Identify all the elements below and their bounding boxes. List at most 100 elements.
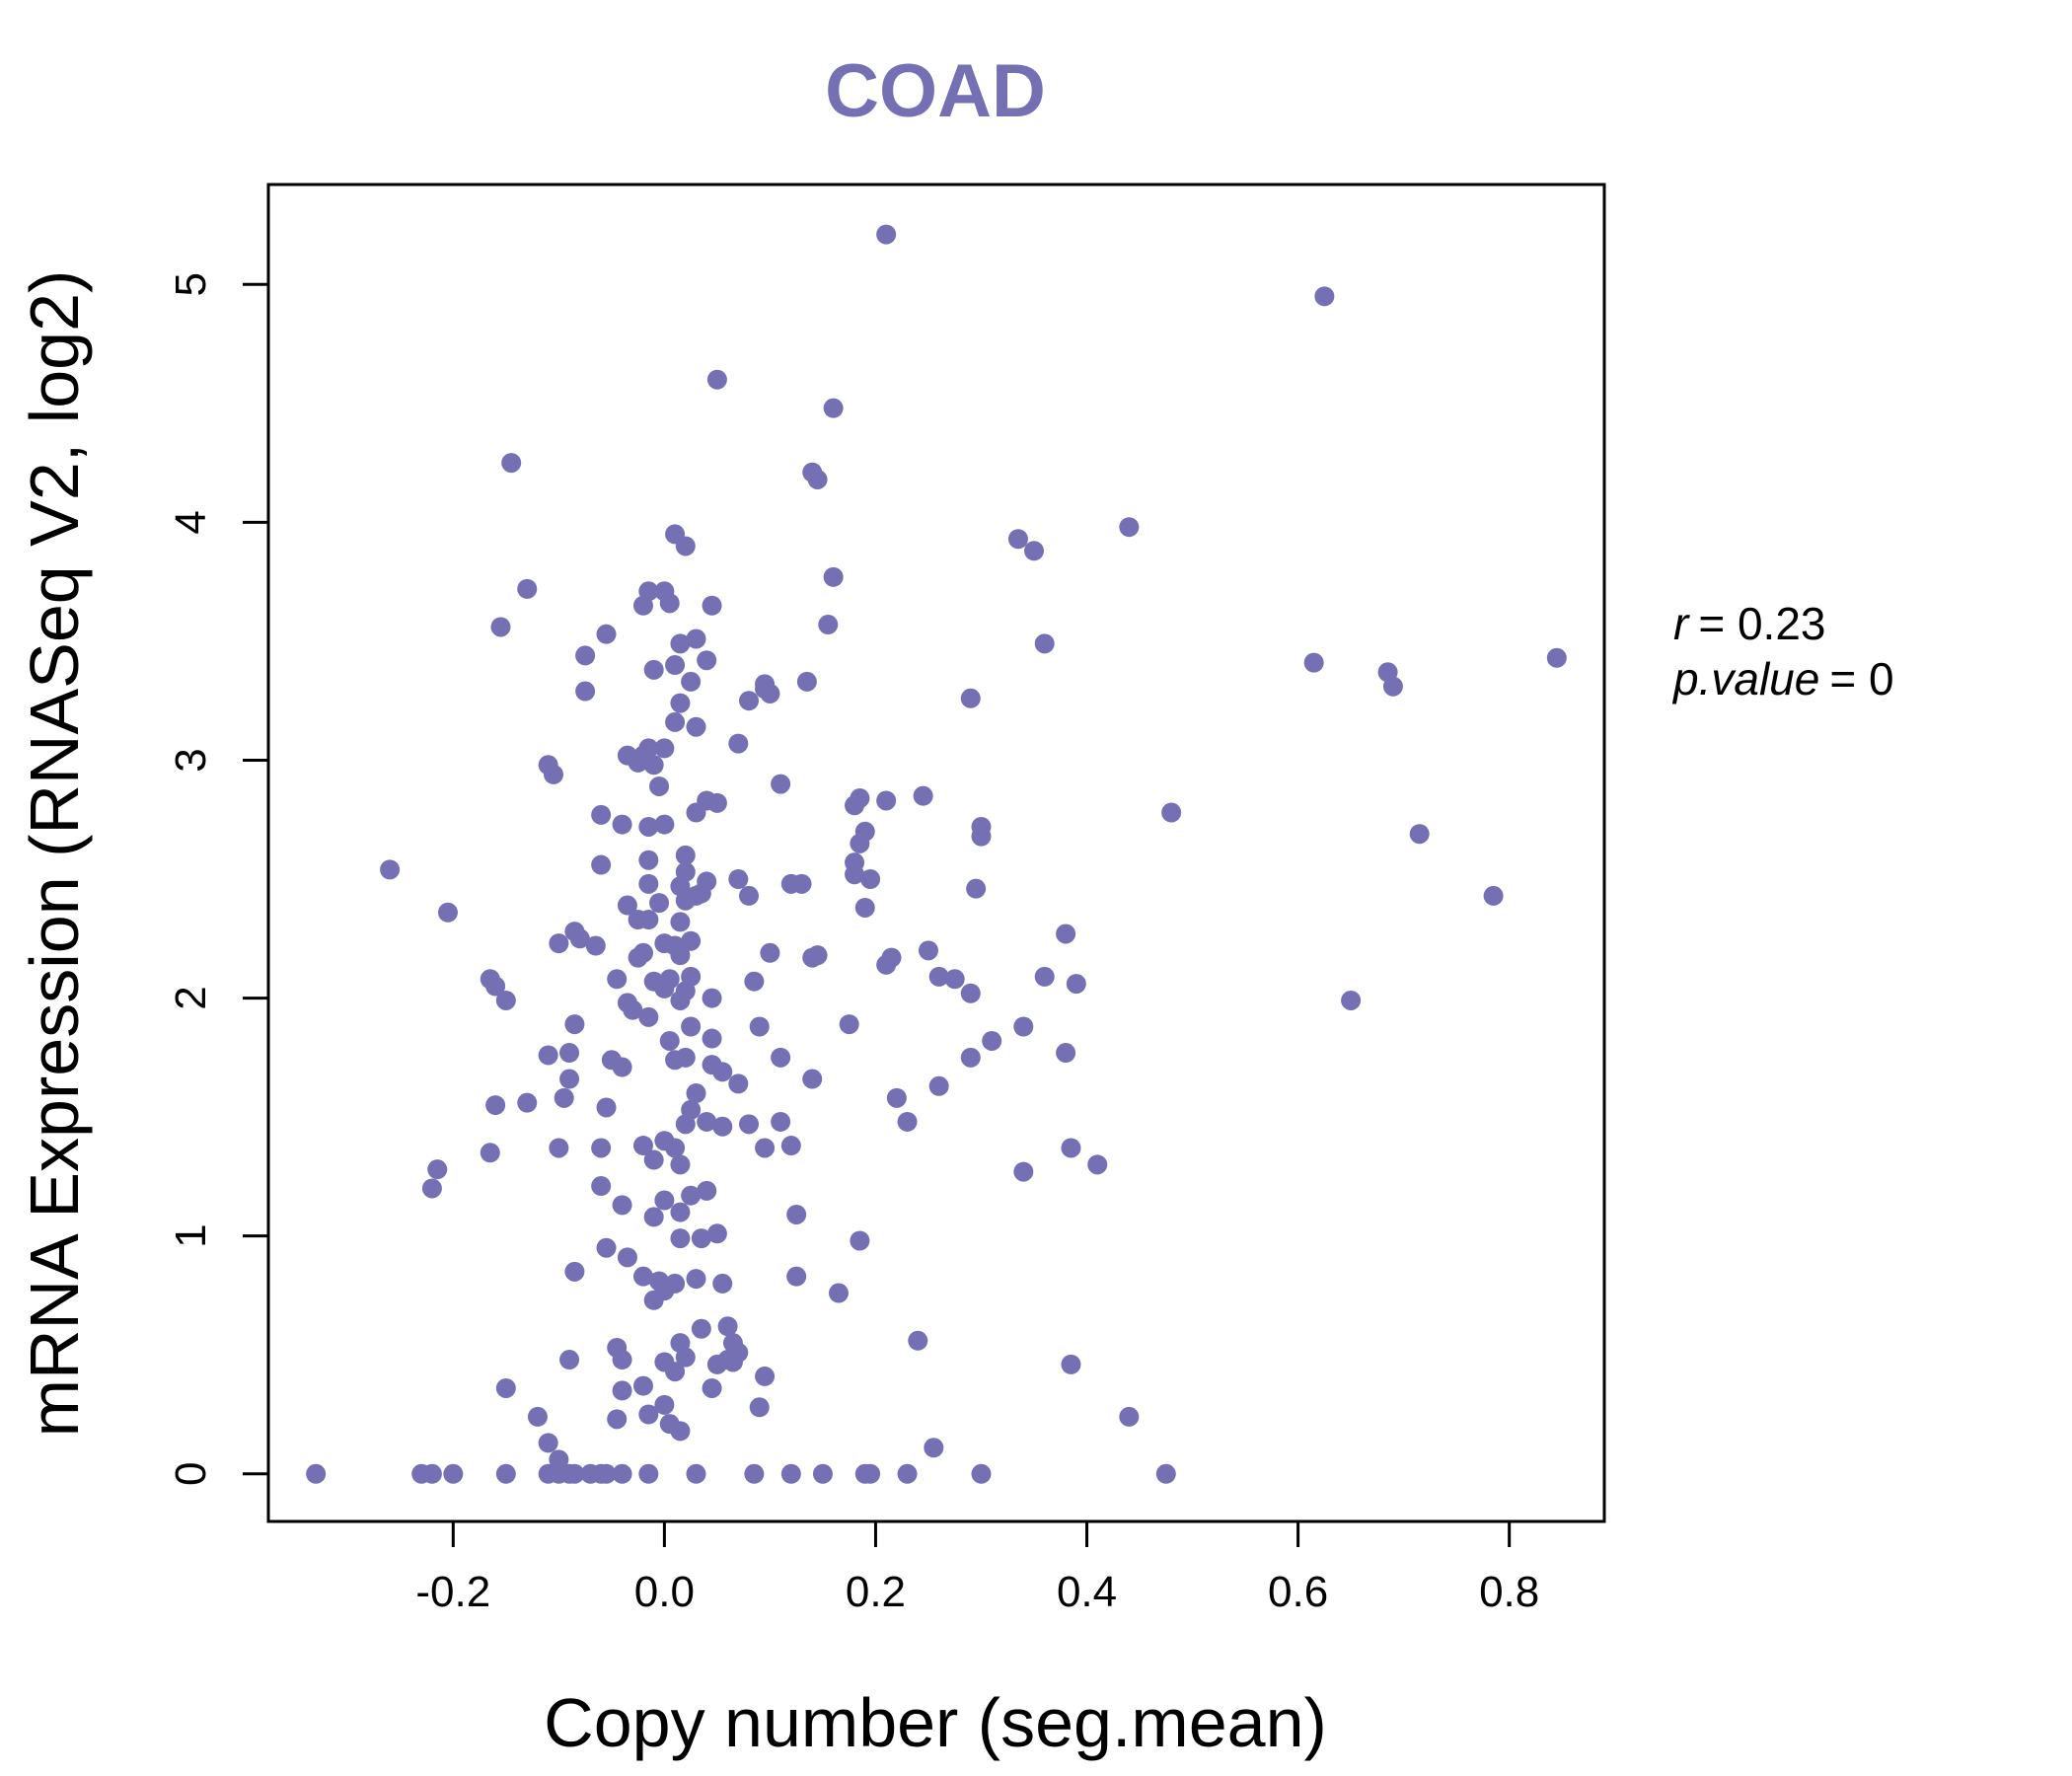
data-point xyxy=(1382,676,1403,697)
data-point xyxy=(697,650,717,671)
data-point xyxy=(495,1463,516,1484)
data-point xyxy=(881,947,902,968)
data-point xyxy=(490,617,511,637)
data-point xyxy=(675,1347,696,1368)
y-tick-label: 0 xyxy=(167,1462,215,1486)
data-point xyxy=(575,645,596,666)
data-point xyxy=(1155,1463,1176,1484)
data-point xyxy=(1119,517,1140,538)
data-point xyxy=(681,1185,702,1206)
x-axis: -0.2 0.0 0.2 0.4 0.6 0.8 xyxy=(415,1521,1539,1616)
data-point xyxy=(485,1095,506,1116)
data-point xyxy=(786,1204,807,1224)
r-stat: r = 0.23 xyxy=(1673,598,1826,649)
data-point xyxy=(702,1377,722,1398)
data-point xyxy=(421,1178,442,1199)
x-tick-label: 0.8 xyxy=(1479,1568,1539,1616)
data-point xyxy=(755,1366,776,1386)
data-point xyxy=(623,999,643,1020)
data-point xyxy=(681,1099,702,1120)
data-point xyxy=(607,969,628,990)
data-point xyxy=(517,578,538,599)
data-point xyxy=(591,854,612,875)
data-point xyxy=(665,1138,686,1158)
data-point xyxy=(913,785,933,806)
data-point xyxy=(780,1136,801,1156)
data-point xyxy=(659,1030,680,1051)
data-point xyxy=(686,629,706,649)
data-point xyxy=(786,1266,807,1287)
data-point xyxy=(670,1228,691,1249)
data-point xyxy=(706,369,727,390)
data-point xyxy=(654,1394,675,1415)
data-point xyxy=(612,1057,632,1077)
data-point xyxy=(706,792,727,813)
data-point xyxy=(686,716,706,737)
data-point xyxy=(739,885,760,906)
data-point xyxy=(697,1111,717,1132)
data-point xyxy=(1161,802,1182,823)
data-point xyxy=(638,1006,659,1027)
data-point xyxy=(702,1028,722,1049)
data-point xyxy=(643,1207,664,1227)
data-point xyxy=(649,893,670,914)
data-point xyxy=(527,1406,548,1427)
data-point xyxy=(1483,885,1504,906)
data-point xyxy=(1007,529,1028,550)
data-point xyxy=(749,1016,770,1037)
data-point xyxy=(612,814,632,835)
data-point xyxy=(739,1114,760,1135)
data-point xyxy=(728,1073,749,1094)
data-point xyxy=(659,593,680,614)
data-point xyxy=(675,536,696,556)
data-point xyxy=(876,790,897,811)
data-point xyxy=(612,1380,632,1401)
data-point xyxy=(982,1030,1002,1051)
data-point xyxy=(823,398,844,418)
data-point xyxy=(1119,1406,1140,1427)
data-point xyxy=(665,711,686,732)
p-label: p.value xyxy=(1671,653,1819,704)
data-point xyxy=(1061,1138,1081,1158)
data-point xyxy=(427,1159,448,1180)
data-point xyxy=(1034,966,1055,987)
data-point xyxy=(501,453,522,474)
data-point xyxy=(760,683,780,703)
y-tick-label: 1 xyxy=(167,1223,215,1247)
data-point xyxy=(681,930,702,951)
data-point xyxy=(638,1404,659,1425)
data-point xyxy=(807,945,828,966)
data-point xyxy=(686,1463,706,1484)
data-point xyxy=(495,990,516,1010)
data-point xyxy=(771,1047,791,1068)
data-point xyxy=(559,1043,580,1064)
data-point xyxy=(686,1083,706,1104)
data-point xyxy=(1546,647,1567,668)
data-point xyxy=(691,1318,711,1339)
data-point xyxy=(607,1409,628,1430)
y-axis: 0 1 2 3 4 5 xyxy=(167,272,268,1486)
r-value: = 0.23 xyxy=(1698,598,1825,649)
data-point xyxy=(823,566,844,587)
data-point xyxy=(796,671,817,692)
data-point xyxy=(638,850,659,870)
data-point xyxy=(638,910,659,930)
data-point xyxy=(681,671,702,692)
data-point xyxy=(1087,1154,1108,1175)
data-point xyxy=(712,1273,733,1294)
data-point xyxy=(918,940,938,961)
data-point xyxy=(306,1463,327,1484)
data-point xyxy=(744,971,765,992)
data-point xyxy=(538,1433,558,1453)
x-tick-label: 0.2 xyxy=(846,1568,906,1616)
data-point xyxy=(712,1116,733,1137)
y-axis-title: mRNA Expression (RNASeq V2, log2) xyxy=(16,270,93,1438)
data-point xyxy=(670,1202,691,1222)
data-point xyxy=(638,816,659,837)
x-axis-title: Copy number (seg.mean) xyxy=(544,1684,1327,1761)
data-point xyxy=(559,1350,580,1370)
data-point xyxy=(543,764,563,784)
p-value: = 0 xyxy=(1829,653,1893,704)
data-point xyxy=(612,1350,632,1370)
data-point xyxy=(596,1237,617,1258)
